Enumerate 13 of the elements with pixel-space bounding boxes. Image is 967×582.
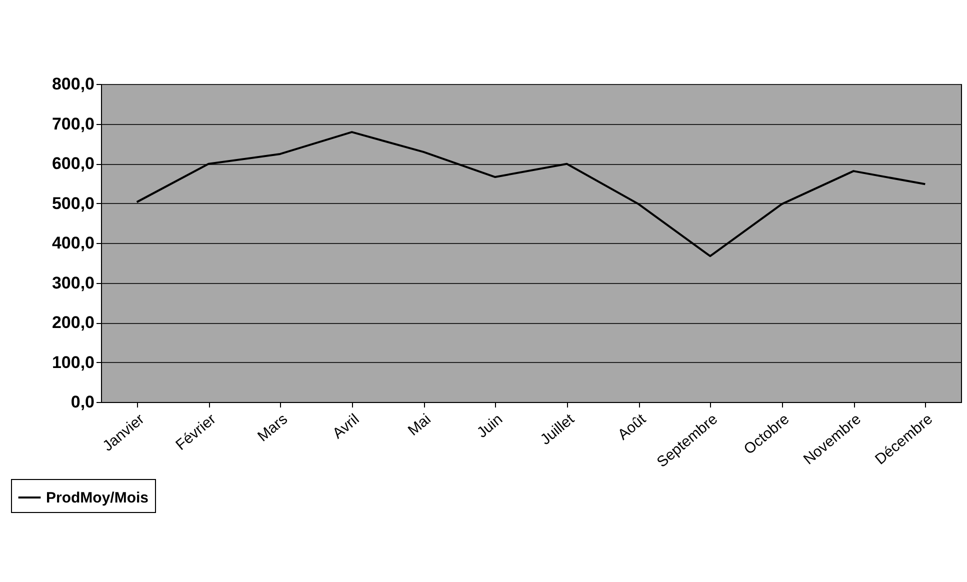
y-tick-label: 700,0: [52, 114, 94, 134]
line-series: [136, 131, 926, 258]
y-tick-label: 300,0: [52, 273, 94, 292]
x-tick-label: Mai: [404, 410, 434, 440]
y-tick-label: 0,0: [70, 392, 94, 412]
x-tick-label: Juin: [474, 410, 506, 442]
y-tick-label: 800,0: [52, 74, 94, 94]
y-tick-label: 600,0: [52, 154, 94, 173]
y-tick-label: 500,0: [52, 194, 94, 213]
y-tick-label: 200,0: [52, 313, 94, 332]
y-tick-label: 400,0: [52, 234, 94, 252]
y-tick-label: 100,0: [52, 352, 94, 372]
legend-label: ProdMoy/Mois: [46, 490, 149, 506]
